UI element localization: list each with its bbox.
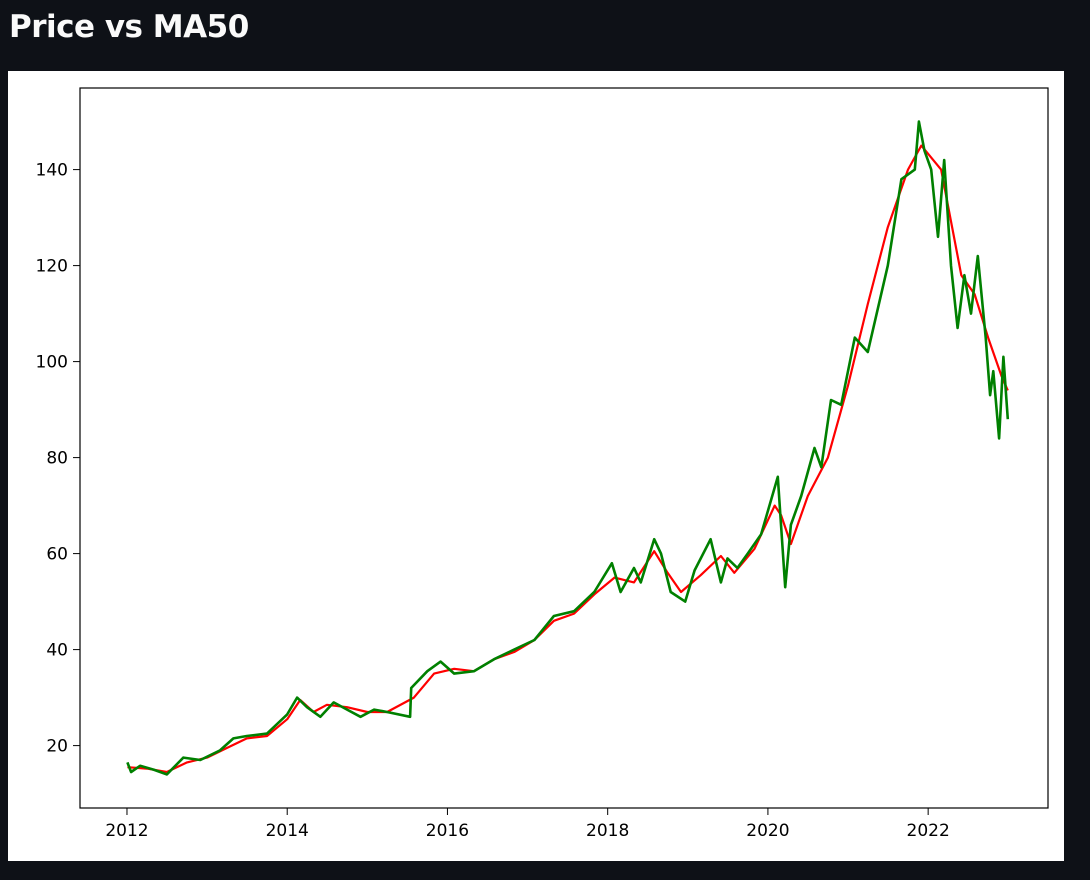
y-tick-label: 120: [36, 257, 68, 277]
axes-layer: 2012 2014 2016 2018 2020 2022 20 40 60 80 100 120 14…: [36, 161, 950, 841]
x-tick-label: 2020: [746, 821, 789, 841]
x-tick-label: 2022: [907, 821, 950, 841]
y-tick-label: 100: [36, 353, 68, 373]
y-tick-label: 140: [36, 161, 68, 181]
y-tick-label: 40: [46, 641, 68, 661]
x-tick-label: 2012: [105, 821, 148, 841]
y-tick-label: 20: [46, 737, 68, 757]
x-tick-label: 2016: [426, 821, 469, 841]
x-tick-label: 2018: [586, 821, 629, 841]
plot-area: [79, 87, 1049, 809]
series-line-0: [127, 144, 1009, 774]
series-layer: [126, 120, 1010, 776]
series-line-1: [126, 120, 1010, 776]
price-ma50-line-chart: 2012 2014 2016 2018 2020 2022 20 40 60 80 100 120 14…: [36, 87, 1049, 841]
x-tick-label: 2014: [266, 821, 309, 841]
chart-figure: 2012 2014 2016 2018 2020 2022 20 40 60 80 100 120 14…: [8, 71, 1064, 861]
y-tick-label: 60: [46, 545, 68, 565]
page-title: Price vs MA50: [9, 9, 249, 45]
y-tick-label: 80: [46, 449, 68, 469]
